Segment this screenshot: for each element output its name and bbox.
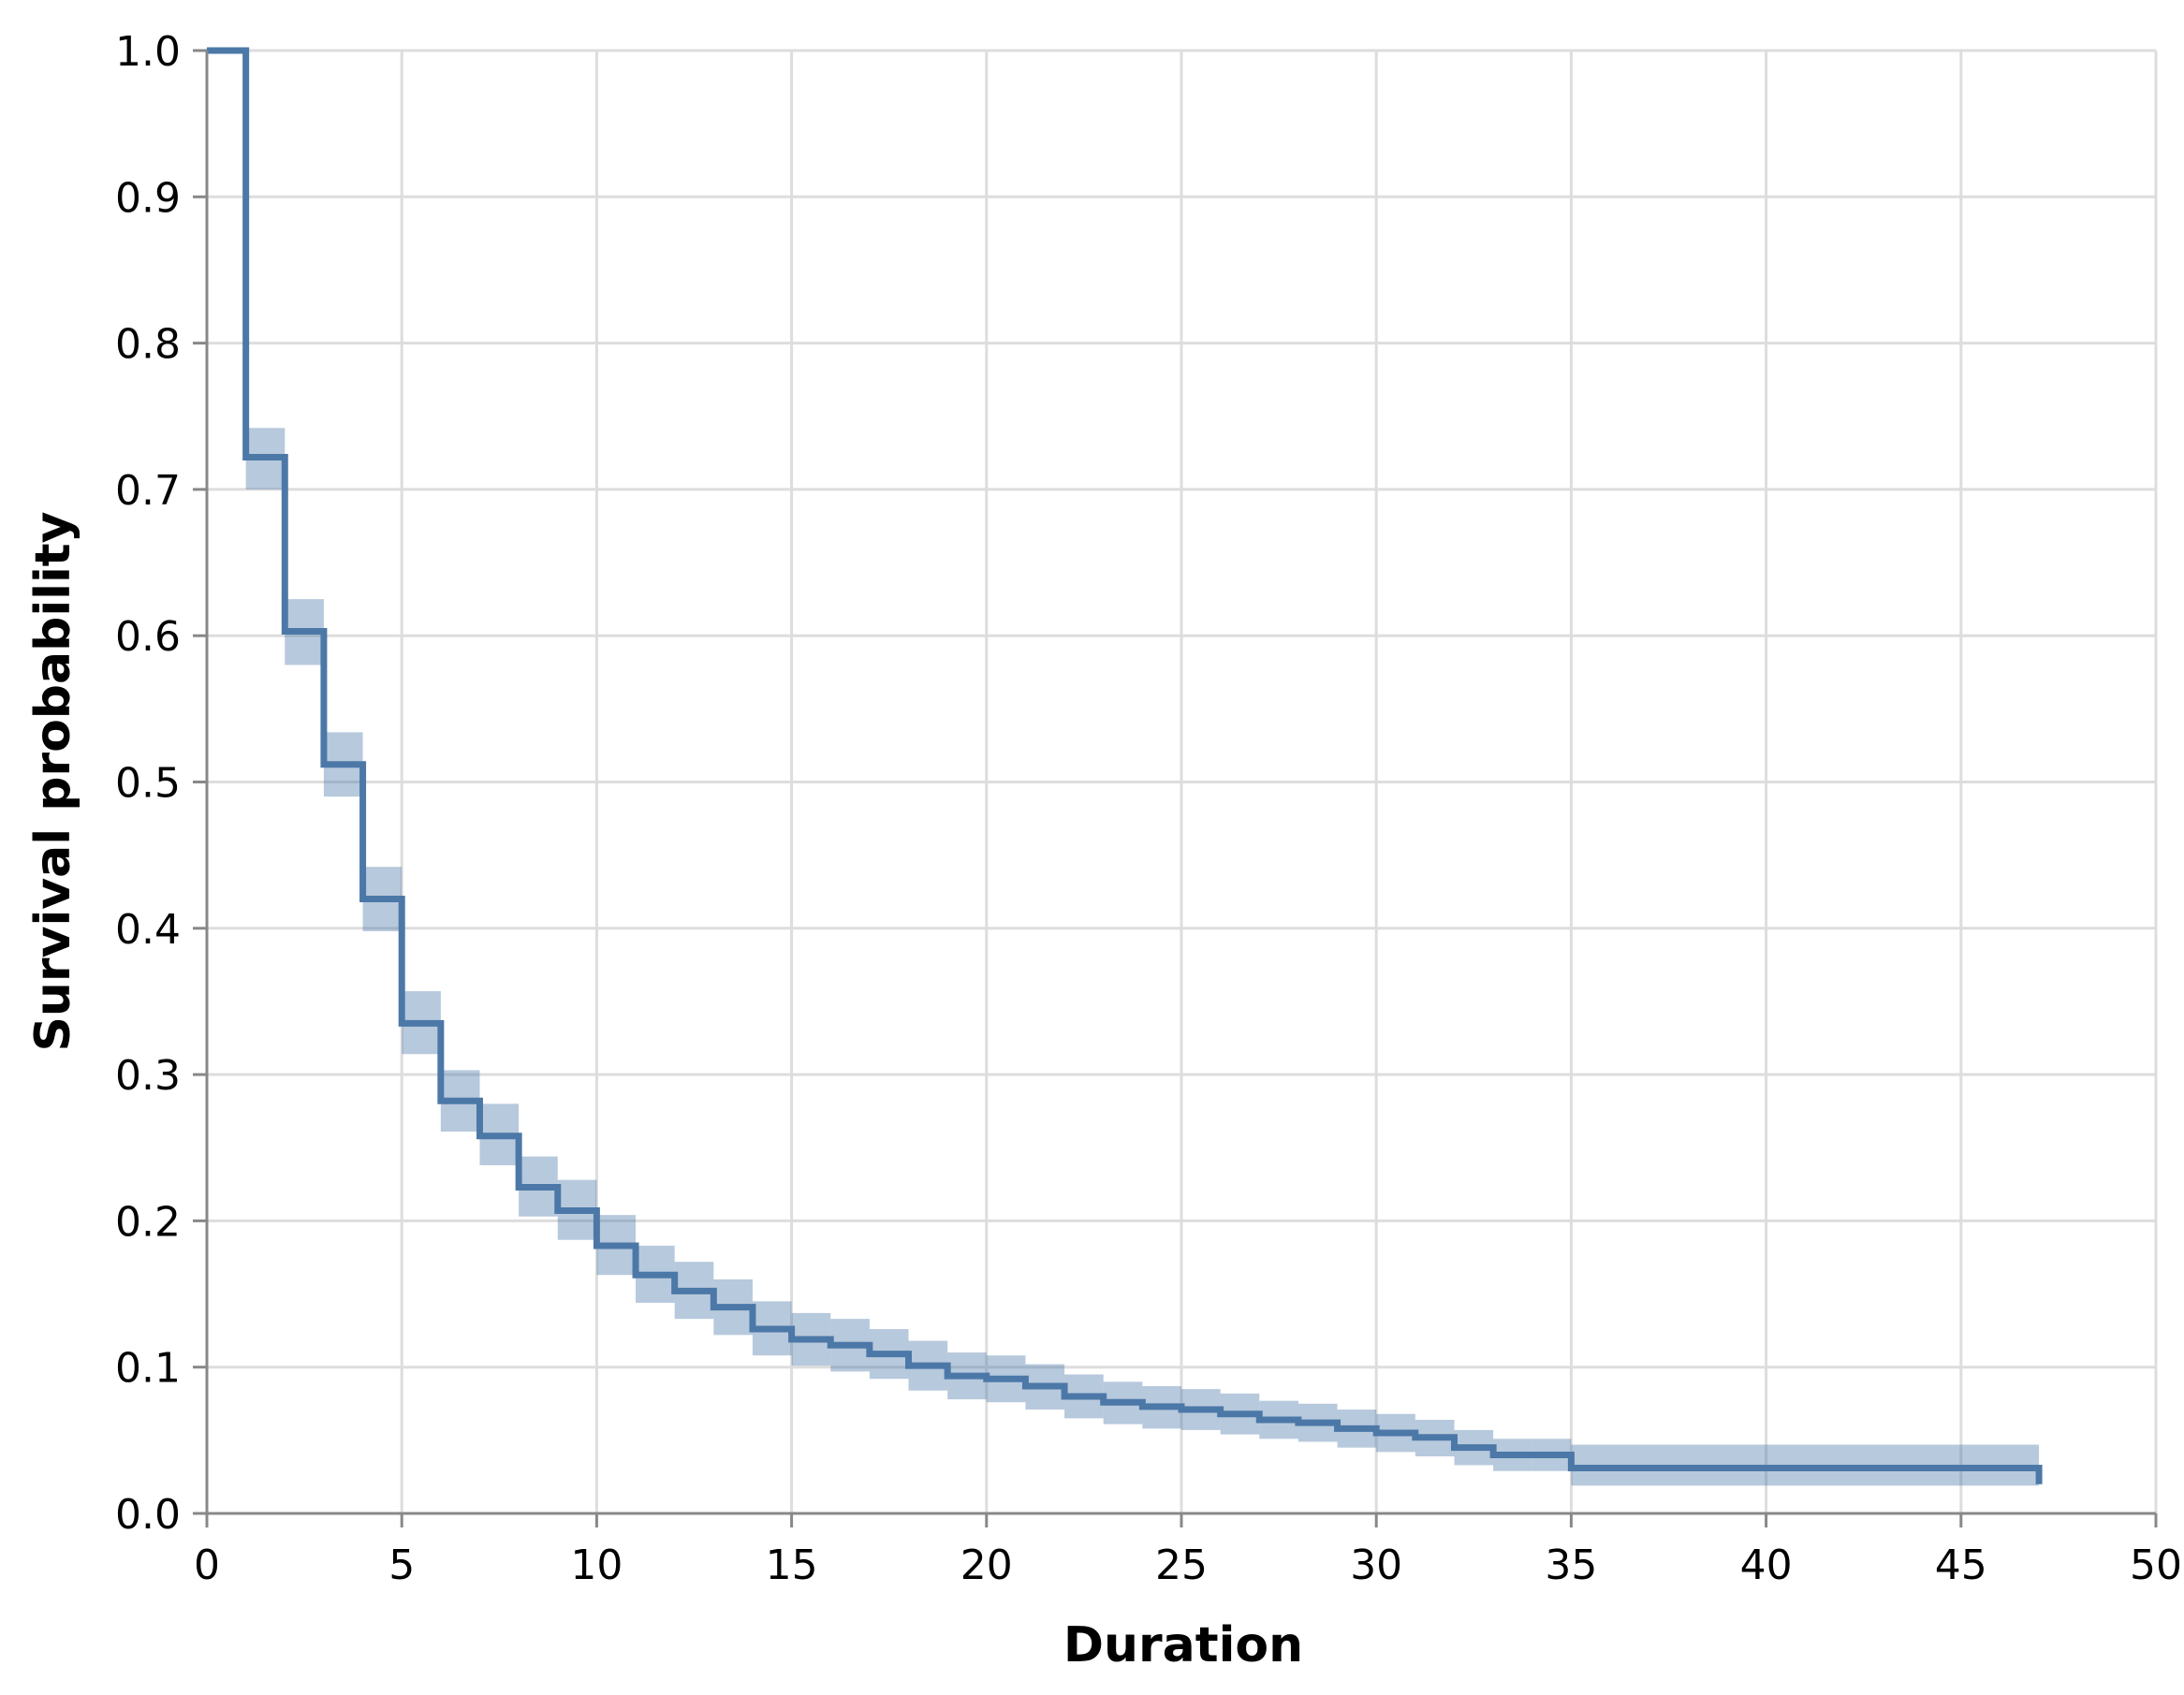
y-tick-label-6: 0.6 [115, 613, 181, 661]
y-tick-label-2: 0.2 [115, 1198, 181, 1246]
x-tick-label-8: 40 [1740, 1542, 1793, 1589]
x-tick-label-2: 10 [570, 1542, 623, 1589]
survival-line-layer [207, 47, 2043, 1484]
y-tick-label-9: 0.9 [115, 174, 181, 222]
y-axis-title: Survival probability [25, 511, 81, 1051]
x-tick-label-4: 20 [960, 1542, 1013, 1589]
y-tick-label-1: 0.1 [115, 1345, 181, 1393]
x-tick-label-6: 30 [1350, 1542, 1402, 1589]
x-tick-label-10: 50 [2130, 1542, 2182, 1589]
x-tick-label-1: 5 [388, 1542, 415, 1589]
x-tick-label-3: 15 [766, 1542, 818, 1589]
survival-step-line [207, 47, 2043, 1484]
y-tick-label-0: 0.0 [115, 1491, 181, 1539]
confidence-band-layer [245, 428, 2040, 1486]
y-tick-label-10: 1.0 [115, 28, 181, 76]
y-tick-label-7: 0.7 [115, 467, 181, 515]
y-tick-label-3: 0.3 [115, 1052, 181, 1100]
x-tick-label-9: 45 [1935, 1542, 1987, 1589]
y-tick-label-5: 0.5 [115, 760, 181, 808]
tick-label-layer: 0 5 10 15 20 25 30 35 40 45 50 0.0 0.1 0.2 0.3 0.4 0.5 0.… [115, 28, 2182, 1589]
x-tick-label-5: 25 [1155, 1542, 1208, 1589]
grid-layer [205, 49, 2158, 1515]
y-tick-label-4: 0.4 [115, 906, 181, 954]
x-axis-title: Duration [1063, 1617, 1303, 1673]
y-tick-label-8: 0.8 [115, 321, 181, 369]
axis-layer [193, 49, 2158, 1527]
x-tick-label-0: 0 [194, 1542, 220, 1589]
x-tick-label-7: 35 [1545, 1542, 1597, 1589]
